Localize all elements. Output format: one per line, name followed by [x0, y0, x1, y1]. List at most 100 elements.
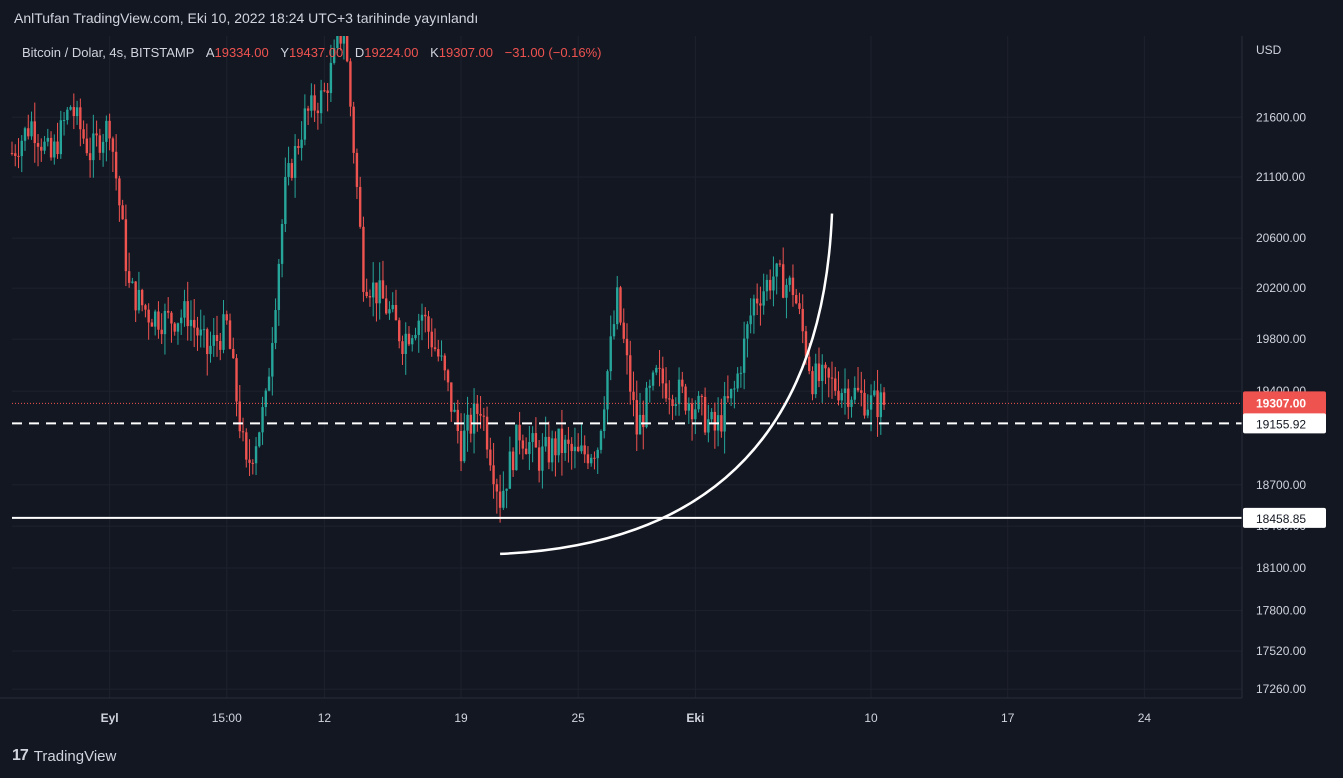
- candle: [300, 121, 303, 161]
- candle-body: [329, 62, 333, 94]
- candle-body: [420, 314, 424, 321]
- candle: [287, 146, 290, 186]
- candle-body: [72, 107, 76, 117]
- candle-body: [319, 90, 323, 114]
- candle-body: [668, 398, 671, 400]
- candle: [297, 138, 300, 155]
- candle: [326, 82, 329, 112]
- candle-body: [388, 309, 391, 314]
- candle: [463, 413, 466, 464]
- candle: [352, 101, 355, 164]
- candle: [424, 307, 427, 333]
- candle-body: [411, 338, 414, 345]
- candle-body: [697, 395, 700, 410]
- currency-label[interactable]: USD: [1256, 43, 1282, 57]
- candle-body: [440, 355, 443, 357]
- candle: [534, 417, 538, 448]
- candle-body: [596, 449, 599, 459]
- candle-body: [326, 90, 329, 94]
- candle: [632, 371, 635, 417]
- candle-body: [280, 224, 284, 264]
- candle: [489, 437, 492, 471]
- candle-body: [459, 430, 463, 462]
- candle: [261, 396, 264, 445]
- candle-body: [752, 298, 756, 316]
- candle: [720, 398, 723, 438]
- candle: [765, 274, 769, 301]
- candle: [716, 397, 720, 447]
- candle: [79, 98, 82, 147]
- candle: [62, 111, 66, 136]
- candle: [733, 380, 736, 409]
- candle: [316, 102, 320, 130]
- candle-body: [515, 424, 518, 471]
- candle: [92, 114, 95, 178]
- candle-body: [863, 392, 866, 416]
- candle-body: [534, 433, 538, 448]
- candle: [603, 396, 606, 439]
- candle-body: [189, 319, 193, 327]
- candle: [759, 286, 762, 326]
- candle-body: [27, 128, 30, 137]
- candle: [752, 294, 756, 334]
- candle-body: [492, 465, 495, 485]
- candle-body: [212, 335, 215, 346]
- candle: [209, 331, 212, 363]
- candle-body: [437, 349, 440, 357]
- candle-body: [729, 389, 733, 399]
- symbol-name[interactable]: Bitcoin / Dolar, 4s, BITSTAMP: [22, 45, 195, 60]
- candle: [17, 138, 20, 169]
- candle-body: [101, 141, 105, 153]
- candle-body: [570, 443, 573, 452]
- candle-body: [606, 371, 609, 410]
- candle: [668, 380, 671, 415]
- candle-body: [466, 414, 469, 431]
- candle-body: [866, 409, 869, 416]
- candle-body: [417, 320, 420, 335]
- candle-body: [612, 324, 616, 337]
- candle: [629, 340, 632, 405]
- candle: [235, 354, 238, 417]
- open-label: A: [205, 45, 215, 60]
- candle-body: [176, 323, 180, 332]
- candle-body: [407, 333, 411, 345]
- candle: [355, 148, 359, 200]
- candle: [749, 298, 752, 334]
- candle-body: [228, 320, 232, 349]
- candle: [271, 327, 274, 396]
- candle-body: [495, 484, 499, 492]
- candle: [791, 264, 795, 307]
- chart-area[interactable]: 21600.00 21100.00 20600.00 20200.00 19800.00…: [0, 10, 1343, 736]
- candle-body: [873, 390, 876, 396]
- candle: [860, 371, 863, 407]
- candle: [655, 364, 658, 376]
- candle: [651, 370, 655, 391]
- price-lines: [12, 402, 1242, 519]
- candle-body: [629, 355, 632, 392]
- candle: [254, 437, 258, 476]
- candle: [88, 137, 92, 178]
- tradingview-footer[interactable]: 17 TradingView: [12, 747, 116, 765]
- candle: [427, 310, 430, 349]
- candle-body: [749, 315, 752, 325]
- candle: [658, 350, 661, 387]
- candle: [362, 216, 365, 302]
- candle: [46, 128, 49, 147]
- low-label: D: [354, 45, 365, 60]
- candle: [573, 427, 577, 469]
- candle-body: [521, 440, 525, 449]
- candle-body: [840, 392, 843, 401]
- candle: [420, 303, 424, 341]
- candle: [544, 416, 547, 452]
- candle: [788, 275, 791, 292]
- candle: [23, 126, 27, 151]
- candle-body: [850, 399, 853, 407]
- candle: [10, 141, 14, 156]
- candle: [85, 123, 89, 156]
- candle-body: [430, 331, 433, 348]
- candle-body: [537, 447, 541, 471]
- price-chart[interactable]: 21600.00 21100.00 20600.00 20200.00 19800.00…: [0, 10, 1343, 736]
- candle-body: [648, 385, 651, 388]
- candle-body: [358, 186, 362, 227]
- candle-body: [524, 448, 528, 455]
